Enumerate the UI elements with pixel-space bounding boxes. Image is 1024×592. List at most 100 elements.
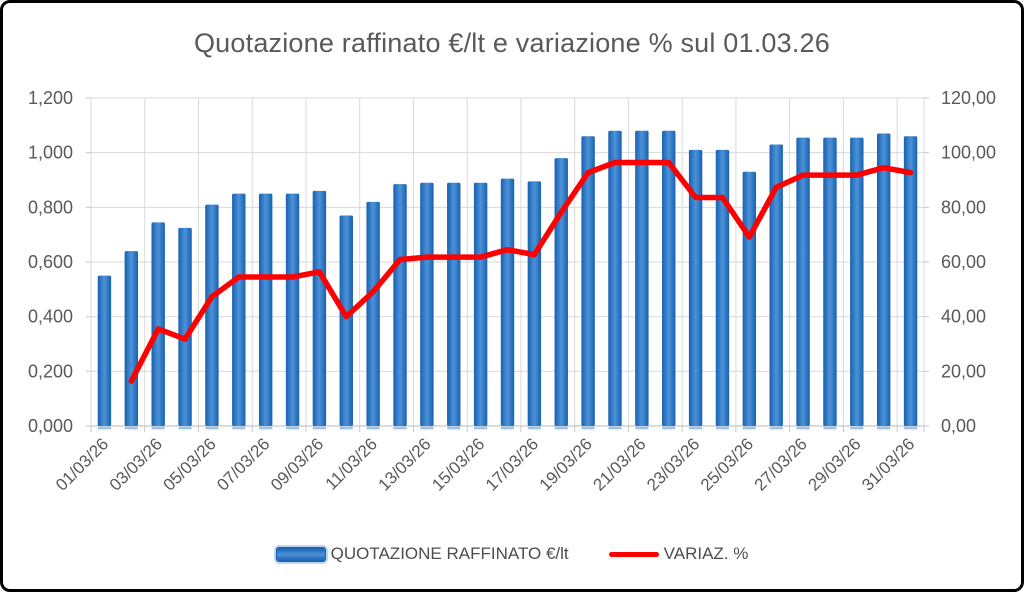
bar-quotazione <box>232 193 246 426</box>
bar-base-cap <box>500 426 515 430</box>
bar-quotazione <box>635 130 649 427</box>
bar-quotazione <box>742 171 757 426</box>
bar-base-cap <box>151 426 165 430</box>
x-axis-label: 21/03/26 <box>589 434 649 494</box>
x-axis-label: 23/03/26 <box>643 434 703 494</box>
bar-base-cap <box>366 426 380 430</box>
right-axis-label: 80,00 <box>941 197 986 217</box>
line-series-swatch-icon <box>608 551 659 557</box>
bar-base-cap <box>232 426 246 430</box>
left-axis-label: 0,800 <box>28 197 73 217</box>
bar-quotazione <box>769 144 783 426</box>
bar-base-cap <box>420 426 434 430</box>
bar-base-cap <box>178 426 192 430</box>
bar-quotazione <box>447 182 461 426</box>
bar-quotazione <box>473 182 488 426</box>
x-axis-label: 29/03/26 <box>804 434 864 494</box>
bar-quotazione <box>258 193 273 426</box>
right-axis-label: 100,00 <box>941 143 996 163</box>
x-axis-label: 19/03/26 <box>536 434 596 494</box>
left-axis-label: 0,200 <box>28 361 73 381</box>
x-axis-label: 09/03/26 <box>267 434 327 494</box>
x-axis-label: 03/03/26 <box>106 434 166 494</box>
bar-base-cap <box>769 426 783 430</box>
bar-quotazione <box>608 130 622 427</box>
bar-quotazione <box>205 204 219 426</box>
bar-base-cap <box>527 426 542 430</box>
bar-base-cap <box>393 426 407 430</box>
x-axis-label: 27/03/26 <box>751 434 811 494</box>
bar-quotazione <box>554 158 568 426</box>
bar-quotazione <box>581 136 595 426</box>
bar-base-cap <box>554 426 568 430</box>
bar-quotazione <box>312 190 327 426</box>
bar-base-cap <box>688 426 703 430</box>
left-axis-label: 1,200 <box>28 88 73 108</box>
bar-base-cap <box>715 426 730 430</box>
x-axis-label: 11/03/26 <box>322 434 381 493</box>
bar-quotazione <box>393 184 407 426</box>
combo-chart-plot: 0,000 0,00 0,200 20,00 0,400 40,00 0,600 60,00 0… <box>28 88 996 495</box>
bar-base-cap <box>258 426 273 430</box>
variation-line <box>128 159 914 384</box>
bar-quotazione <box>903 136 918 426</box>
bar-quotazione <box>124 251 139 426</box>
bar-base-cap <box>796 426 810 430</box>
bar-quotazione <box>876 133 891 427</box>
line-series-legend-label: VARIAZ. % <box>663 544 749 563</box>
bar-quotazione <box>339 215 353 426</box>
bar-base-cap <box>662 426 676 430</box>
bar-quotazione <box>796 137 810 426</box>
left-axis-label: 0,000 <box>28 416 73 436</box>
bar-quotazione <box>662 130 676 427</box>
bar-quotazione <box>420 182 434 426</box>
x-axis-label: 07/03/26 <box>213 434 273 494</box>
bar-base-cap <box>903 426 918 430</box>
bar-base-cap <box>473 426 488 430</box>
bar-base-cap <box>823 426 837 430</box>
bar-series-swatch-icon <box>275 546 326 562</box>
legend: QUOTAZIONE RAFFINATO €/lt VARIAZ. % <box>3 544 1021 564</box>
bar-base-cap <box>850 426 864 430</box>
right-axis-label: 120,00 <box>941 88 996 108</box>
legend-item-line-series: VARIAZ. % <box>608 544 749 564</box>
bar-base-cap <box>339 426 353 430</box>
right-axis-label: 60,00 <box>941 252 986 272</box>
bar-base-cap <box>312 426 327 430</box>
bar-quotazione <box>285 193 300 426</box>
right-axis-label: 20,00 <box>941 361 986 381</box>
bar-quotazione <box>97 275 112 426</box>
left-axis-label: 0,600 <box>28 252 73 272</box>
bar-base-cap <box>876 426 891 430</box>
bar-quotazione <box>366 201 380 426</box>
x-axis-label: 17/03/26 <box>482 434 542 494</box>
bar-quotazione <box>715 149 730 426</box>
bar-base-cap <box>635 426 649 430</box>
bar-quotazione <box>151 222 165 426</box>
x-axis-label: 05/03/26 <box>160 434 220 494</box>
bar-series-legend-label: QUOTAZIONE RAFFINATO €/lt <box>330 544 569 563</box>
x-axis-label: 15/03/26 <box>428 434 488 494</box>
x-axis-label: 31/03/26 <box>858 434 918 494</box>
bar-quotazione <box>527 181 542 426</box>
bar-base-cap <box>205 426 219 430</box>
bar-base-cap <box>97 426 112 430</box>
bar-base-cap <box>742 426 757 430</box>
bar-base-cap <box>447 426 461 430</box>
left-axis-label: 1,000 <box>28 143 73 163</box>
bar-base-cap <box>124 426 139 430</box>
x-axis-label: 13/03/26 <box>374 434 434 494</box>
bar-quotazione <box>688 149 703 426</box>
bar-quotazione <box>850 137 864 426</box>
bar-base-cap <box>608 426 622 430</box>
left-axis-label: 0,400 <box>28 307 73 327</box>
bar-quotazione <box>500 178 515 426</box>
bar-quotazione <box>823 137 837 426</box>
x-axis-label: 01/03/26 <box>52 434 112 494</box>
legend-item-bar-series: QUOTAZIONE RAFFINATO €/lt <box>275 544 569 564</box>
bar-base-cap <box>285 426 300 430</box>
bar-quotazione <box>178 227 192 426</box>
right-axis-label: 0,00 <box>941 416 976 436</box>
bar-base-cap <box>581 426 595 430</box>
